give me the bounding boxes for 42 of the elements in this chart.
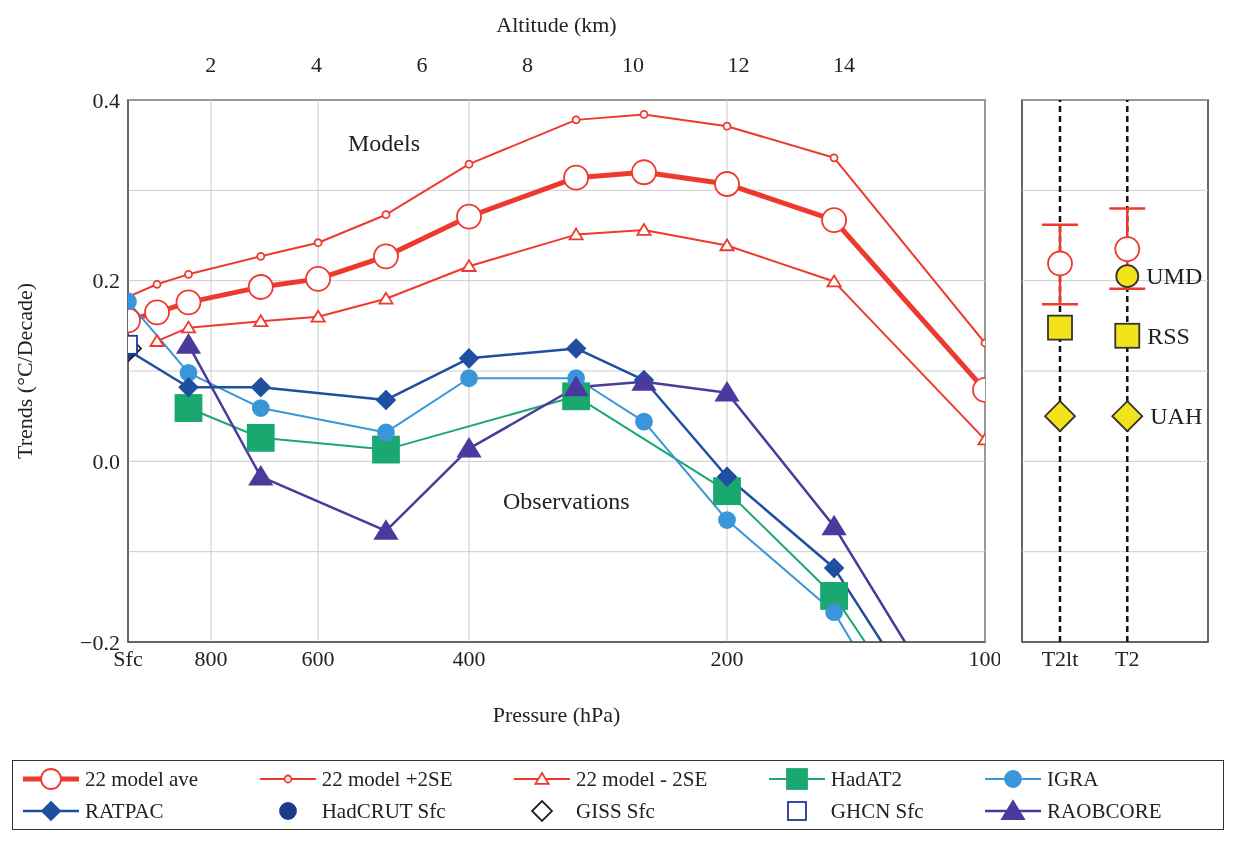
x2-axis-title: Altitude (km): [495, 12, 618, 38]
legend-label: GHCN Sfc: [830, 798, 924, 824]
legend-label: 22 model - 2SE: [576, 766, 708, 792]
legend-label: GISS Sfc: [576, 798, 655, 824]
series-label: UAH: [1150, 403, 1203, 430]
x-tick-label: 800: [194, 645, 228, 671]
x-tick-label: T2: [1115, 645, 1140, 671]
legend-label: HadAT2: [830, 766, 902, 792]
x-axis-title: Pressure (hPa): [492, 702, 621, 727]
point: [1111, 400, 1144, 433]
legend-label: 22 model +2SE: [321, 766, 453, 792]
point: [1044, 400, 1076, 433]
point: [1047, 314, 1073, 341]
legend-label: RAOBCORE: [1047, 798, 1162, 824]
x2-tick-label: 4: [309, 52, 323, 78]
x2-tick-label: 14: [832, 52, 857, 78]
y-axis-title: Trends (°C/Decade): [11, 283, 37, 459]
y-tick-label: 0.4: [92, 87, 120, 113]
point: [1114, 236, 1141, 262]
x2-tick-label: 10: [621, 52, 645, 78]
x2-tick-label: 12: [726, 52, 751, 78]
x-tick-label: 600: [301, 645, 335, 671]
x-tick-label: 200: [710, 645, 744, 671]
legend-label: HadCRUT Sfc: [321, 798, 446, 824]
y-tick-label: 0.0: [92, 449, 120, 475]
x-tick-label: 100: [968, 645, 1002, 671]
annotation: Models: [348, 130, 420, 157]
x-tick-label: 400: [452, 645, 486, 671]
x2-tick-label: 6: [415, 52, 429, 78]
annotation: Observations: [503, 488, 630, 515]
series-label: UMD: [1146, 263, 1203, 290]
x2-tick-label: 8: [520, 52, 534, 78]
series-label: RSS: [1147, 322, 1190, 349]
point: [1114, 322, 1141, 349]
legend-label: 22 model ave: [85, 766, 199, 792]
legend-label: IGRA: [1047, 766, 1099, 792]
x2-tick-label: 2: [204, 52, 218, 78]
legend-label: RATPAC: [85, 798, 164, 824]
y-tick-label: 0.2: [92, 268, 120, 294]
point: [1047, 250, 1073, 277]
x-tick-label: T2lt: [1041, 645, 1079, 671]
point: [1115, 264, 1140, 289]
